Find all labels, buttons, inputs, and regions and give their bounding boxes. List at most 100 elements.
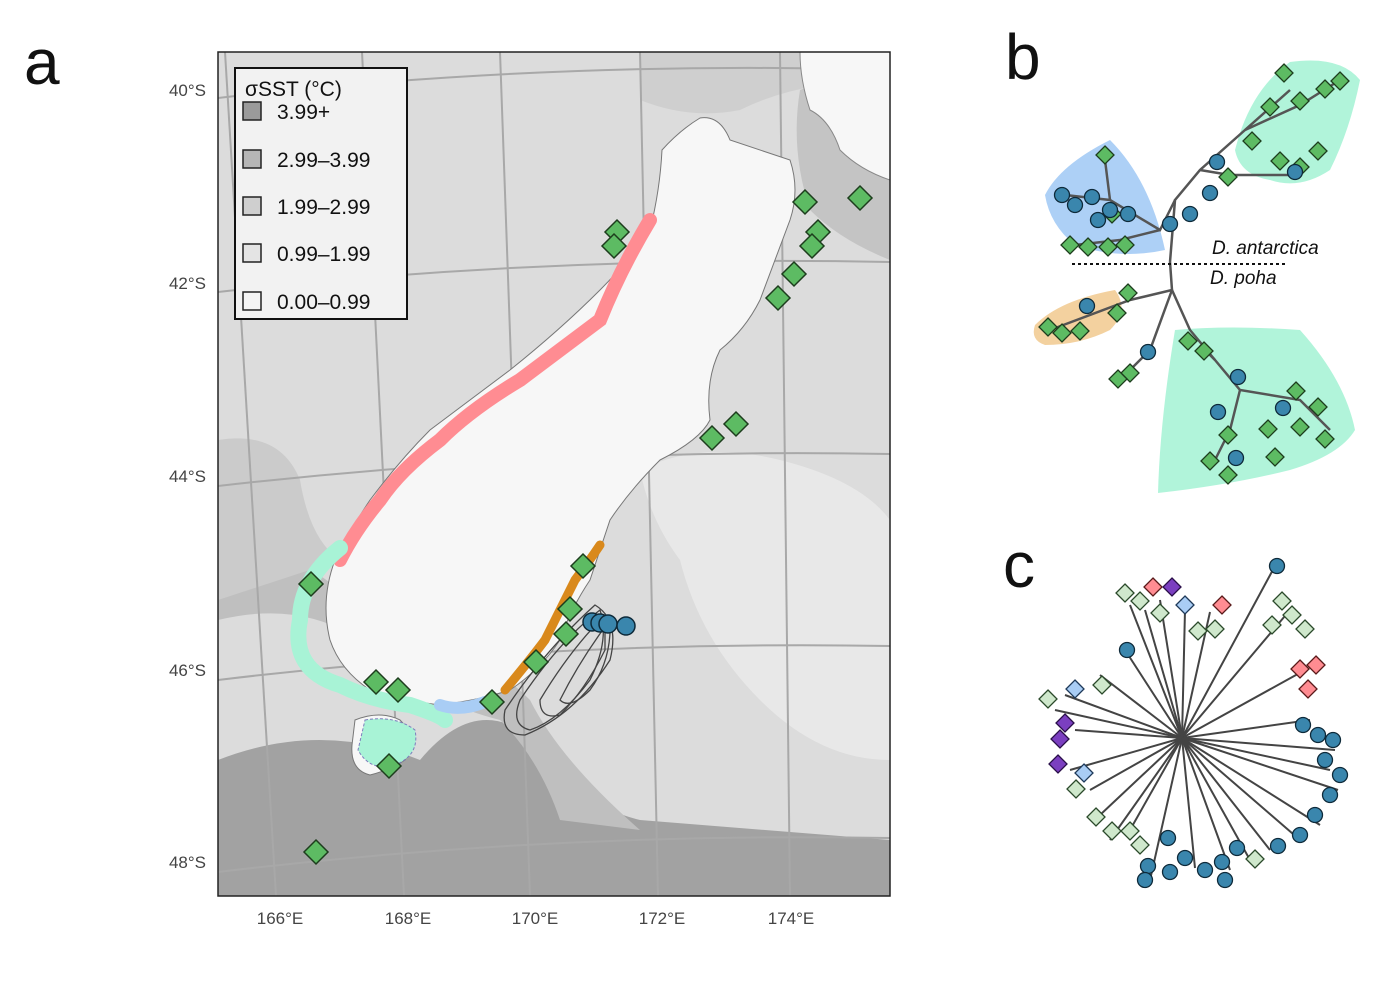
diamond-marker <box>780 260 808 288</box>
circle-marker <box>1119 205 1137 223</box>
legend-swatch <box>242 101 262 121</box>
lon-tick-label: 170°E <box>512 909 559 928</box>
diamond-marker <box>384 676 412 704</box>
diamond-marker <box>1218 167 1238 187</box>
diamond-marker <box>1130 835 1150 855</box>
diamond-marker <box>1078 237 1098 257</box>
circle-marker <box>1139 343 1157 361</box>
diamond-marker <box>1308 397 1328 417</box>
diamond-marker <box>600 232 628 260</box>
diamond-marker <box>1265 447 1285 467</box>
diamond-marker <box>1048 754 1068 774</box>
panel-label-c: c <box>1003 529 1035 601</box>
diamond-marker <box>1066 779 1086 799</box>
diamond-marker <box>1274 63 1294 83</box>
circle-marker <box>1269 837 1287 855</box>
network-edges <box>1054 565 1339 881</box>
diamond-marker <box>1052 323 1072 343</box>
diamond-marker <box>1200 451 1220 471</box>
legend-swatch <box>242 196 262 216</box>
network-blue-nodes <box>1118 557 1349 889</box>
circle-marker <box>1213 853 1231 871</box>
diamond-marker <box>1308 141 1328 161</box>
diamond-marker <box>1286 381 1306 401</box>
diamond-marker <box>1290 91 1310 111</box>
diamond-marker <box>1095 145 1115 165</box>
diamond-marker <box>764 284 792 312</box>
circle-marker <box>1136 871 1154 889</box>
network-light-blue-nodes <box>1065 595 1195 783</box>
diamond-marker <box>522 648 550 676</box>
diamond-marker <box>1108 369 1128 389</box>
network-light-green-nodes <box>1038 583 1315 869</box>
legend-box <box>234 67 408 320</box>
diamond-marker <box>722 410 750 438</box>
circle-marker <box>1228 839 1246 857</box>
circle-marker <box>598 614 618 634</box>
diamond-marker <box>798 232 826 260</box>
map-green-markers <box>297 184 874 866</box>
diamond-marker <box>1070 321 1090 341</box>
diamond-marker <box>1188 621 1208 641</box>
circle-marker <box>1053 186 1071 204</box>
diamond-marker <box>1218 465 1238 485</box>
diamond-marker <box>1092 675 1112 695</box>
diamond-marker <box>1074 763 1094 783</box>
legend-swatch <box>242 149 262 169</box>
circle-marker <box>1316 751 1334 769</box>
sst-band-east-low <box>640 452 890 760</box>
circle-marker <box>1216 871 1234 889</box>
lon-tick-label: 172°E <box>639 909 686 928</box>
diamond-marker <box>1086 807 1106 827</box>
clade-hull-green-bottom <box>1158 327 1355 493</box>
diamond-marker <box>1262 615 1282 635</box>
legend-label: 0.99–1.99 <box>277 243 370 266</box>
circle-marker <box>1159 829 1177 847</box>
species-label-poha: D. poha <box>1210 268 1277 289</box>
north-island <box>799 52 890 181</box>
lon-tick-label: 174°E <box>768 909 815 928</box>
diamond-marker <box>1290 417 1310 437</box>
circle-marker <box>1291 826 1309 844</box>
diamond-marker <box>1218 425 1238 445</box>
diamond-marker <box>1130 591 1150 611</box>
diamond-marker <box>1330 71 1350 91</box>
diamond-marker <box>1098 237 1118 257</box>
phylogeny-panel: D. antarctica D. poha <box>1033 60 1360 493</box>
legend-swatch <box>242 291 262 311</box>
circle-marker <box>1229 368 1247 386</box>
diamond-marker <box>1115 235 1135 255</box>
diamond-marker <box>1306 655 1326 675</box>
diamond-marker <box>1245 849 1265 869</box>
circle-marker <box>1196 861 1214 879</box>
lat-tick-label: 46°S <box>169 661 206 680</box>
circle-marker <box>1078 297 1096 315</box>
diamond-marker <box>1270 151 1290 171</box>
diamond-marker <box>1175 595 1195 615</box>
circle-marker <box>1139 857 1157 875</box>
diamond-marker <box>1143 577 1163 597</box>
diamond-marker <box>1315 429 1335 449</box>
network-pink-nodes <box>1143 577 1326 699</box>
circle-marker <box>1209 403 1227 421</box>
diamond-marker <box>1260 97 1280 117</box>
circle-marker <box>1321 786 1339 804</box>
lat-tick-label: 42°S <box>169 274 206 293</box>
lon-tick-label: 166°E <box>257 909 304 928</box>
diamond-marker <box>698 424 726 452</box>
legend-swatch <box>242 243 262 263</box>
diamond-marker <box>302 838 330 866</box>
diamond-marker <box>1315 79 1335 99</box>
mint-clade-stewart <box>357 718 417 768</box>
circle-marker <box>1101 201 1119 219</box>
map-blue-markers <box>582 612 636 636</box>
diamond-marker <box>297 570 325 598</box>
diamond-marker <box>1107 303 1127 323</box>
diamond-marker <box>1120 821 1140 841</box>
legend-label: 0.00–0.99 <box>277 291 370 314</box>
network-panel <box>1038 557 1349 889</box>
mint-clade-range <box>290 540 453 728</box>
circle-marker <box>1161 215 1179 233</box>
circle-marker <box>1331 766 1349 784</box>
circle-marker <box>616 616 636 636</box>
